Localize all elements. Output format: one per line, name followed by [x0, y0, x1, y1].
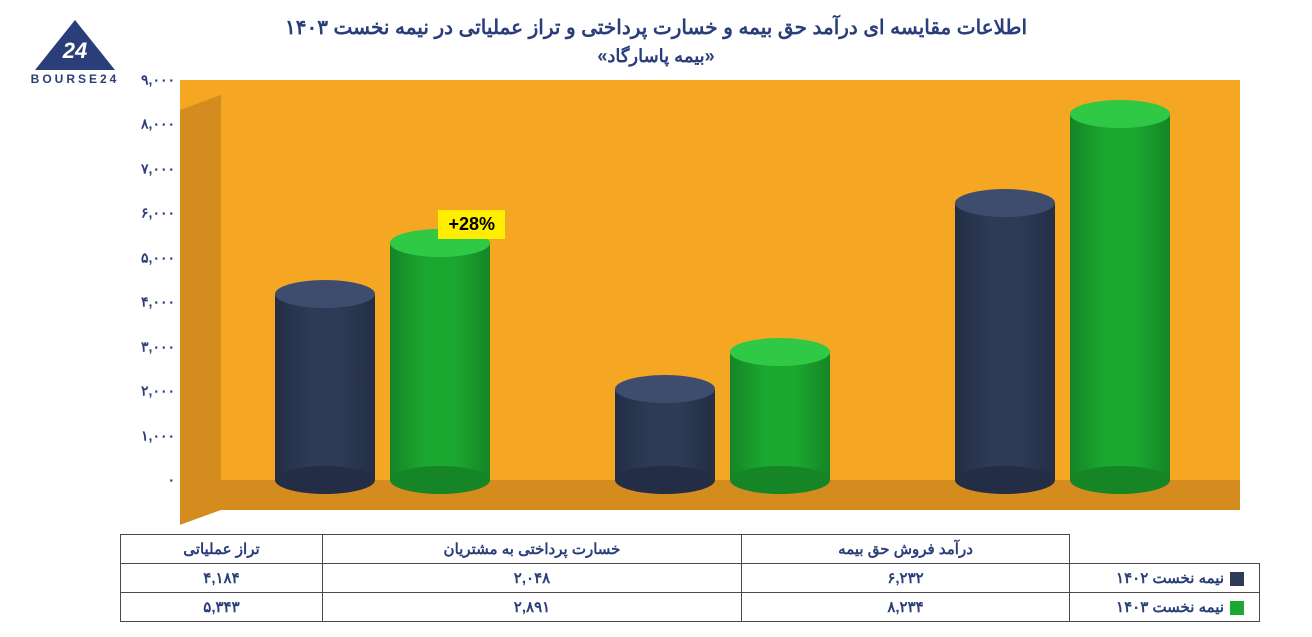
legend-cell: نیمه نخست ۱۴۰۲ [1070, 564, 1260, 593]
logo-text: BOURSE24 [30, 72, 120, 86]
table-empty-cell [1070, 535, 1260, 564]
cylinder-body [730, 352, 830, 480]
data-table: درآمد فروش حق بیمهخسارت پرداختی به مشتری… [120, 534, 1260, 622]
cylinder-bottom [955, 466, 1055, 494]
table-data-cell: ۸,۲۳۴ [742, 593, 1070, 622]
y-tick-label: ۴,۰۰۰ [141, 294, 175, 311]
cylinder-bottom [615, 466, 715, 494]
y-tick-label: ۲,۰۰۰ [141, 383, 175, 400]
table-data-cell: ۵,۳۴۳ [121, 593, 323, 622]
y-tick-label: ۹,۰۰۰ [141, 72, 175, 89]
cylinder-bottom [1070, 466, 1170, 494]
legend-swatch-icon [1230, 601, 1244, 615]
legend-swatch-icon [1230, 572, 1244, 586]
bar-1403 [730, 352, 830, 480]
y-tick-label: ۷,۰۰۰ [141, 160, 175, 177]
plot-area: +28% ۰۱,۰۰۰۲,۰۰۰۳,۰۰۰۴,۰۰۰۵,۰۰۰۶,۰۰۰۷,۰۰… [180, 80, 1240, 510]
chart-title: اطلاعات مقایسه ای درآمد حق بیمه و خسارت … [0, 0, 1312, 40]
bar-1402 [955, 203, 1055, 480]
table-row: نیمه نخست ۱۴۰۲ ۶,۲۳۲۲,۰۴۸۴,۱۸۴ [121, 564, 1260, 593]
legend-label: نیمه نخست ۱۴۰۳ [1116, 599, 1224, 616]
table-category-header: خسارت پرداختی به مشتریان [322, 535, 741, 564]
cylinder-top [955, 189, 1055, 217]
table-row: نیمه نخست ۱۴۰۳ ۸,۲۳۴۲,۸۹۱۵,۳۴۳ [121, 593, 1260, 622]
cylinder-top [275, 280, 375, 308]
y-tick-label: ۳,۰۰۰ [141, 338, 175, 355]
bar-1403 [1070, 114, 1170, 480]
table-category-header: درآمد فروش حق بیمه [742, 535, 1070, 564]
table-category-header: تراز عملیاتی [121, 535, 323, 564]
y-tick-label: ۵,۰۰۰ [141, 249, 175, 266]
table-data-cell: ۲,۰۴۸ [322, 564, 741, 593]
cylinder-body [275, 294, 375, 480]
logo-number: 24 [63, 38, 87, 64]
y-tick-label: ۸,۰۰۰ [141, 116, 175, 133]
cylinder-body [955, 203, 1055, 480]
cylinder-body [390, 243, 490, 480]
cylinder-top [1070, 100, 1170, 128]
chart-container: میلیارد تومان +28% ۰۱,۰۰۰۲,۰۰۰۳,۰۰۰۴,۰۰۰… [120, 80, 1240, 540]
table-data-cell: ۴,۱۸۴ [121, 564, 323, 593]
table-data-cell: ۶,۲۳۲ [742, 564, 1070, 593]
y-tick-label: ۱,۰۰۰ [141, 427, 175, 444]
table-data-cell: ۲,۸۹۱ [322, 593, 741, 622]
cylinder-body [1070, 114, 1170, 480]
bars-area: +28% [220, 80, 1240, 480]
bar-1403 [390, 243, 490, 480]
chart-subtitle: «بیمه پاسارگاد» [0, 40, 1312, 67]
cylinder-bottom [730, 466, 830, 494]
logo-triangle-icon: 24 [35, 20, 115, 70]
logo: 24 BOURSE24 [30, 20, 120, 100]
cylinder-bottom [390, 466, 490, 494]
table-header-row: درآمد فروش حق بیمهخسارت پرداختی به مشتری… [121, 535, 1260, 564]
cylinder-bottom [275, 466, 375, 494]
y-tick-label: ۰ [167, 472, 175, 489]
bar-1402 [275, 294, 375, 480]
cylinder-top [615, 375, 715, 403]
legend-label: نیمه نخست ۱۴۰۲ [1116, 570, 1224, 587]
legend-cell: نیمه نخست ۱۴۰۳ [1070, 593, 1260, 622]
y-tick-label: ۶,۰۰۰ [141, 205, 175, 222]
percentage-badge: +28% [438, 210, 505, 239]
bar-1402 [615, 389, 715, 480]
cylinder-top [730, 338, 830, 366]
plot-side-wall [180, 95, 221, 525]
